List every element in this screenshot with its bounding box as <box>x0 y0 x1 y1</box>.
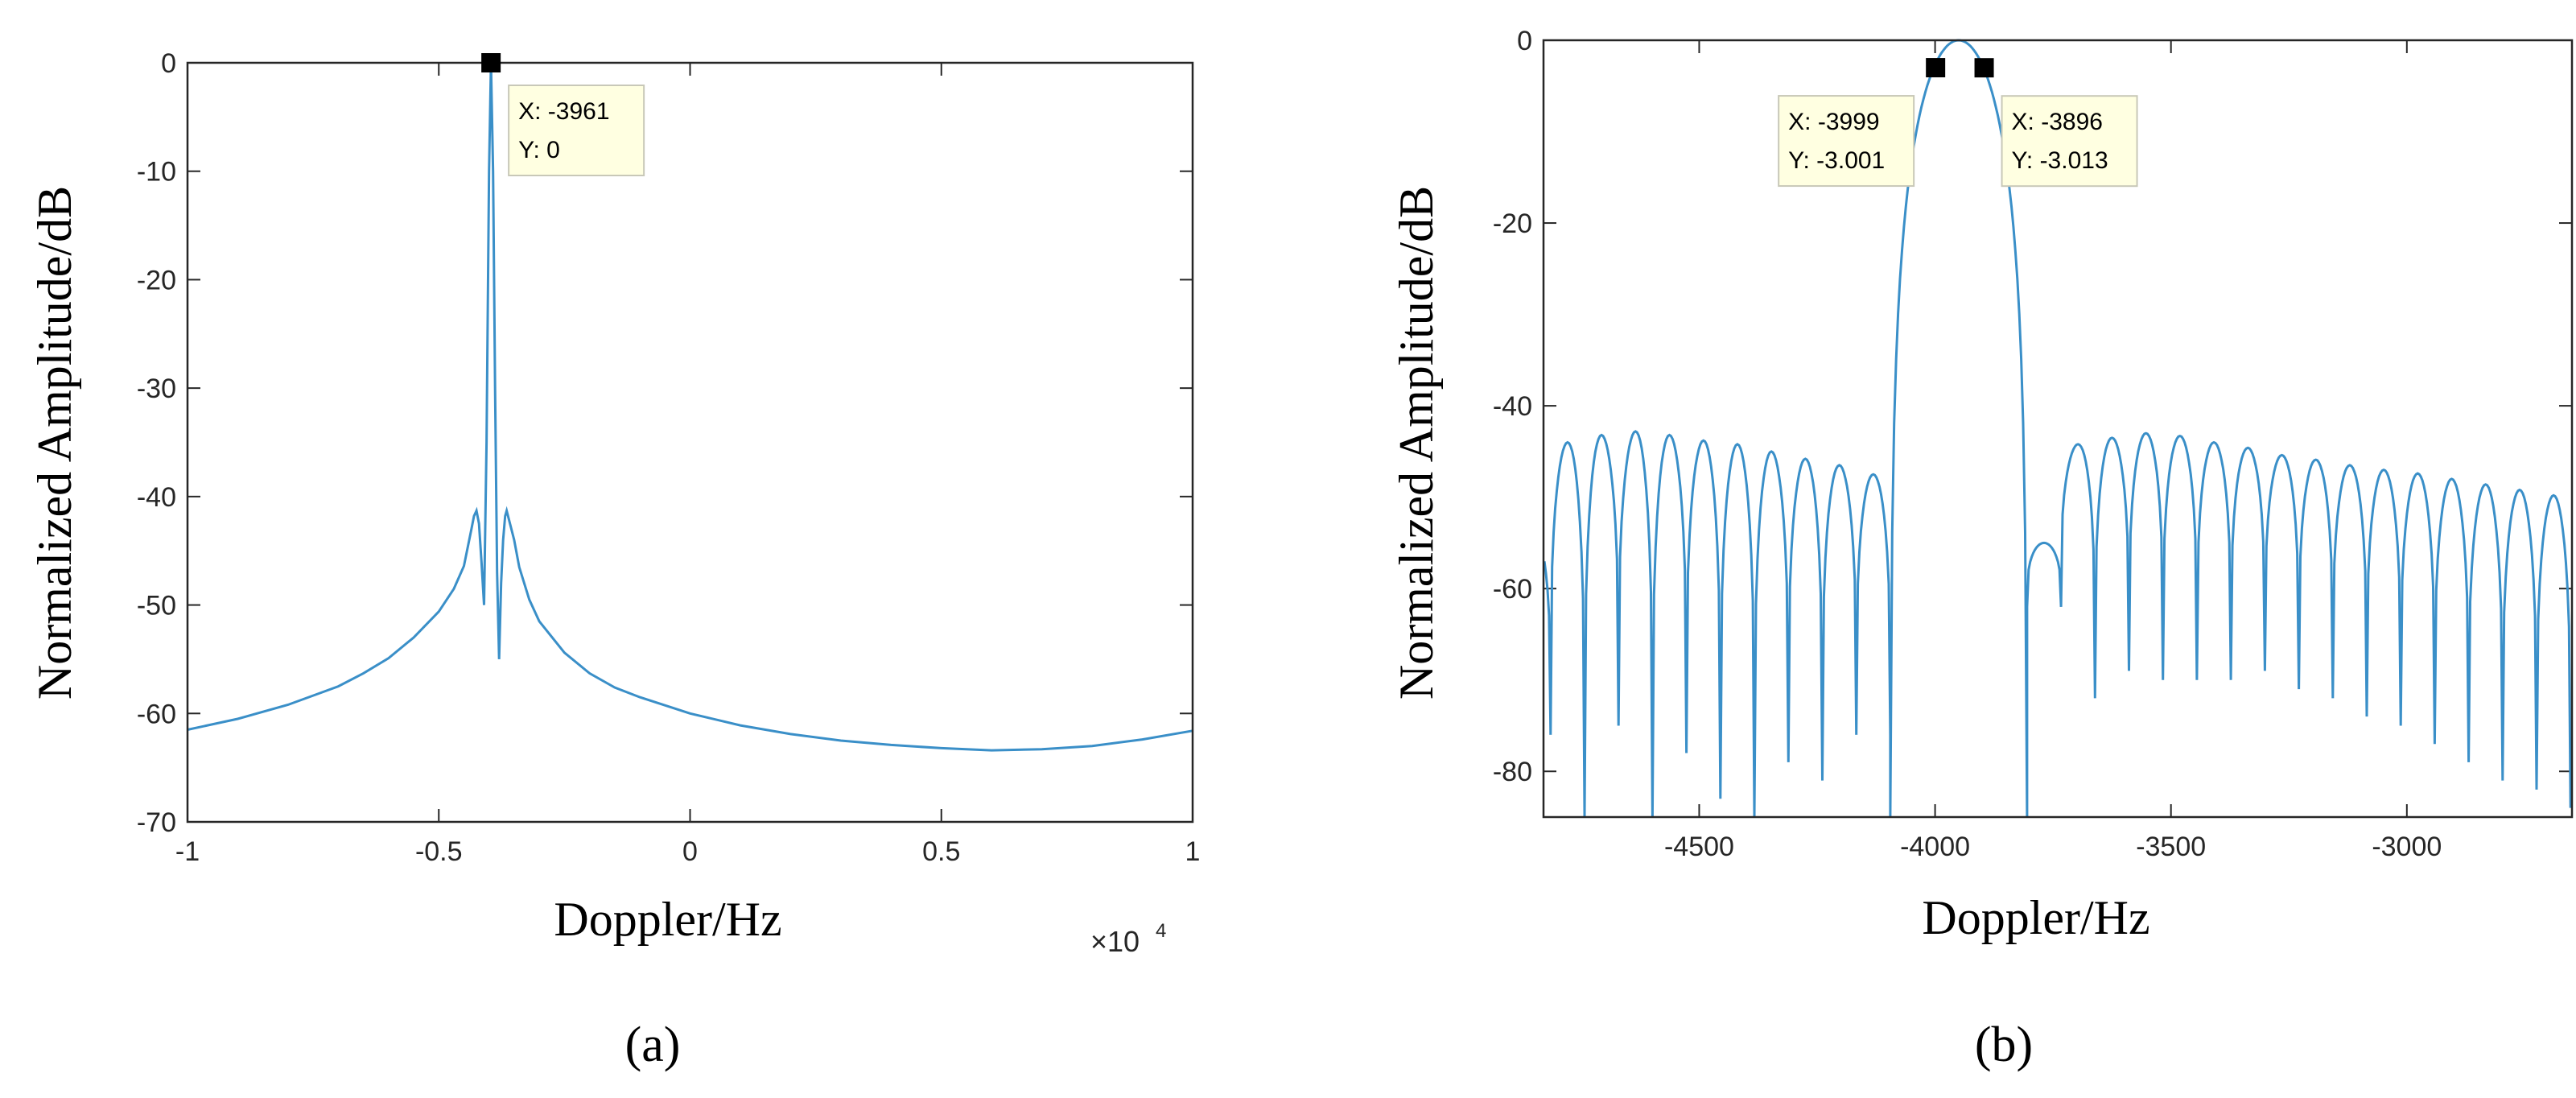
x-axis-label-a: Doppler/Hz <box>554 893 781 946</box>
chart-panel-a: -1 -0.5 0 0.5 1 0 -10 -20 -30 -40 -50 -60 -70 X: -39… <box>28 48 1200 1072</box>
datatip-box <box>508 85 645 176</box>
datatips-a: X: -3961 Y: 0 <box>481 53 645 176</box>
datatip-box <box>2001 95 2138 188</box>
y-tick-label: -10 <box>137 157 176 188</box>
datatip-x-text: X: -3896 <box>2012 109 2103 135</box>
x-tick-label: -0.5 <box>415 836 463 867</box>
tick-labels-a: -1 -0.5 0 0.5 1 0 -10 -20 -30 -40 -50 -60 -70 <box>137 48 1201 867</box>
series-line-a <box>187 62 1193 752</box>
y-tick-label: -50 <box>137 591 176 621</box>
y-tick-label: -60 <box>137 699 176 729</box>
y-tick-label: -30 <box>137 374 176 404</box>
x-multiplier-exponent-a: 4 <box>1156 920 1166 942</box>
datatip-marker[interactable] <box>1974 58 1994 78</box>
y-tick-label: -40 <box>1493 391 1532 422</box>
plot-frame-a <box>186 61 1194 824</box>
series-line-b <box>1543 39 2572 818</box>
y-tick-label: 0 <box>1517 26 1532 56</box>
plot-frame-b <box>1542 39 2574 819</box>
plot-area-a <box>188 63 1193 822</box>
x-tick-label: -3500 <box>2136 832 2206 862</box>
datatip-x-text: X: -3999 <box>1788 109 1879 135</box>
tick-labels-b: -4500 -4000 -3500 -3000 0 -20 -40 -60 -80 <box>1493 26 2442 862</box>
x-tick-label: -1 <box>175 836 200 867</box>
y-tick-label: -60 <box>1493 574 1532 605</box>
y-tick-label: -20 <box>137 265 176 295</box>
x-tick-label: 1 <box>1185 836 1201 867</box>
datatip-marker[interactable] <box>481 53 501 72</box>
panel-label-a: (a) <box>625 1018 681 1072</box>
datatip-x-text: X: -3961 <box>518 98 609 125</box>
y-tick-label: 0 <box>161 48 176 79</box>
y-axis-label-b: Normalized Amplitude/dB <box>1390 186 1443 700</box>
y-tick-label: -20 <box>1493 208 1532 239</box>
x-multiplier-a: ×10 <box>1090 925 1140 958</box>
chart-panel-b: -4500 -4000 -3500 -3000 0 -20 -40 -60 -80 X: -39… <box>1390 26 2574 1072</box>
x-tick-label: 0.5 <box>922 836 960 867</box>
y-tick-label: -70 <box>137 807 176 838</box>
datatips-b: X: -3999 Y: -3.001 X: -3896 Y: -3.013 <box>1778 58 2138 188</box>
datatip-marker[interactable] <box>1926 58 1946 78</box>
y-axis-label-a: Normalized Amplitude/dB <box>28 186 81 700</box>
x-tick-label: 0 <box>682 836 698 867</box>
x-tick-label: -4500 <box>1664 832 1734 862</box>
y-tick-label: -40 <box>137 482 176 513</box>
y-tick-label: -80 <box>1493 757 1532 787</box>
datatip-box <box>1778 95 1915 188</box>
datatip-y-text: Y: 0 <box>518 137 560 163</box>
x-tick-label: -3000 <box>2372 832 2442 862</box>
datatip-y-text: Y: -3.013 <box>2012 147 2108 174</box>
datatip-y-text: Y: -3.001 <box>1788 147 1885 174</box>
x-axis-label-b: Doppler/Hz <box>1922 891 2149 944</box>
x-tick-label: -4000 <box>1900 832 1970 862</box>
panel-label-b: (b) <box>1975 1018 2033 1072</box>
